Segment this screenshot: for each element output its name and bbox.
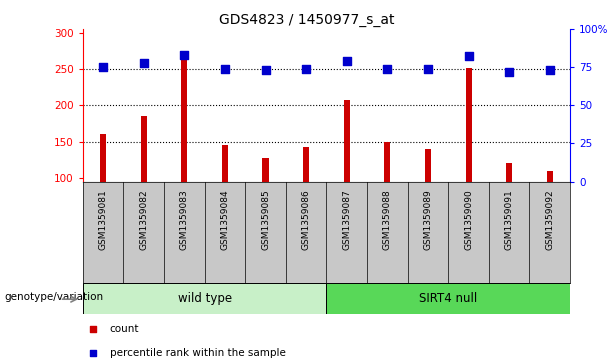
Text: SIRT4 null: SIRT4 null bbox=[419, 292, 478, 305]
Text: GSM1359091: GSM1359091 bbox=[504, 189, 514, 250]
Text: GSM1359081: GSM1359081 bbox=[99, 189, 107, 250]
Text: GSM1359087: GSM1359087 bbox=[342, 189, 351, 250]
Point bbox=[342, 58, 352, 64]
Point bbox=[88, 350, 97, 356]
Text: GSM1359092: GSM1359092 bbox=[546, 189, 554, 250]
Point bbox=[139, 60, 148, 65]
Point bbox=[423, 66, 433, 72]
Point bbox=[383, 66, 392, 72]
Text: genotype/variation: genotype/variation bbox=[4, 292, 103, 302]
Point bbox=[504, 69, 514, 75]
Bar bbox=[326, 283, 570, 314]
Bar bbox=[344, 100, 350, 250]
Bar bbox=[465, 68, 471, 250]
Bar bbox=[181, 58, 188, 250]
Text: GSM1359089: GSM1359089 bbox=[424, 189, 432, 250]
Text: GSM1359084: GSM1359084 bbox=[221, 189, 229, 250]
Text: GSM1359082: GSM1359082 bbox=[139, 189, 148, 250]
Bar bbox=[100, 134, 106, 250]
Point bbox=[463, 54, 473, 60]
Text: GDS4823 / 1450977_s_at: GDS4823 / 1450977_s_at bbox=[219, 13, 394, 27]
Bar bbox=[262, 158, 268, 250]
Text: GSM1359085: GSM1359085 bbox=[261, 189, 270, 250]
Point bbox=[220, 66, 230, 72]
Text: GSM1359083: GSM1359083 bbox=[180, 189, 189, 250]
Text: GSM1359090: GSM1359090 bbox=[464, 189, 473, 250]
Text: GSM1359086: GSM1359086 bbox=[302, 189, 311, 250]
Point bbox=[88, 326, 97, 332]
Text: count: count bbox=[110, 324, 139, 334]
Point bbox=[301, 66, 311, 72]
Point bbox=[98, 64, 108, 70]
Bar bbox=[303, 147, 309, 250]
Point bbox=[261, 67, 270, 73]
Text: percentile rank within the sample: percentile rank within the sample bbox=[110, 348, 286, 358]
Point bbox=[545, 67, 555, 73]
Bar bbox=[506, 163, 512, 250]
Bar bbox=[547, 171, 553, 250]
Bar bbox=[384, 142, 390, 250]
Bar bbox=[140, 116, 147, 250]
Bar bbox=[83, 283, 326, 314]
Bar bbox=[222, 145, 228, 250]
Text: wild type: wild type bbox=[178, 292, 232, 305]
Text: GSM1359088: GSM1359088 bbox=[383, 189, 392, 250]
Bar bbox=[425, 149, 431, 250]
Point bbox=[180, 52, 189, 58]
